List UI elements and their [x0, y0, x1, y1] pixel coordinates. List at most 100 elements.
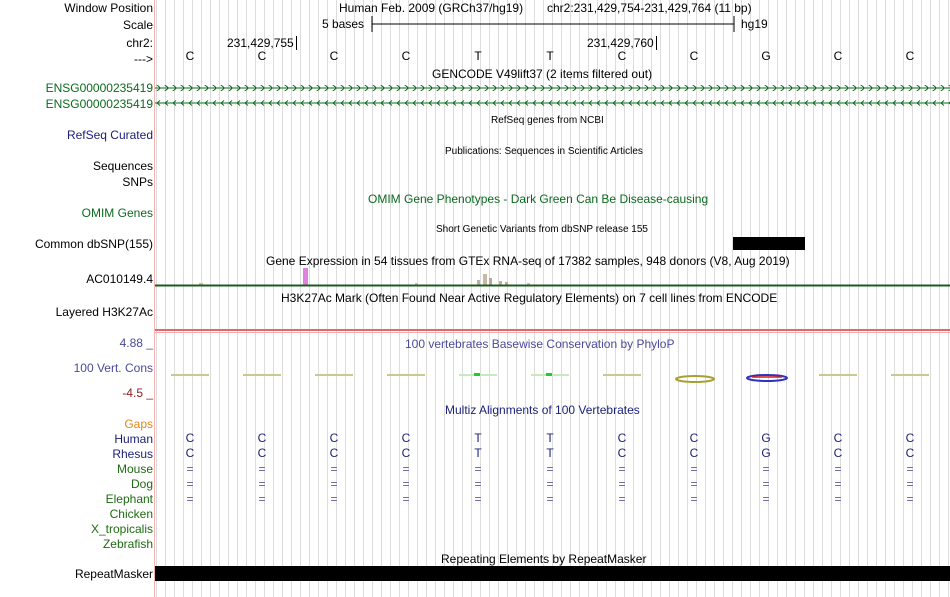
- elephant-base-9: =: [834, 492, 842, 506]
- rhesus-base-0: C: [185, 446, 195, 460]
- label-species-human[interactable]: Human: [114, 432, 153, 446]
- elephant-base-1: =: [258, 492, 266, 506]
- label-gtex-gene[interactable]: AC010149.4: [86, 272, 153, 286]
- gtex-expression-graph[interactable]: [155, 266, 950, 288]
- label-ensg-2[interactable]: ENSG00000235419: [45, 97, 153, 111]
- label-window-position: Window Position: [64, 1, 153, 15]
- dog-base-8: =: [762, 477, 770, 491]
- dbsnp-title[interactable]: Short Genetic Variants from dbSNP releas…: [436, 224, 648, 235]
- rhesus-base-10: C: [905, 446, 915, 460]
- label-species-dog[interactable]: Dog: [130, 477, 153, 491]
- elephant-base-6: =: [618, 492, 626, 506]
- elephant-base-3: =: [402, 492, 410, 506]
- label-layered-h3k27ac[interactable]: Layered H3K27Ac: [55, 305, 153, 319]
- base-10: C: [905, 49, 915, 63]
- elephant-base-5: =: [546, 492, 554, 506]
- human-base-0: C: [185, 431, 195, 445]
- label-strand-arrow[interactable]: --->: [134, 52, 153, 66]
- dog-base-2: =: [330, 477, 338, 491]
- label-species-chicken[interactable]: Chicken: [109, 507, 153, 521]
- dog-base-6: =: [618, 477, 626, 491]
- mouse-base-3: =: [402, 462, 410, 476]
- label-ensg-1[interactable]: ENSG00000235419: [45, 81, 153, 95]
- base-6: C: [617, 49, 627, 63]
- mouse-base-5: =: [546, 462, 554, 476]
- rhesus-base-7: C: [689, 446, 699, 460]
- elephant-base-2: =: [330, 492, 338, 506]
- elephant-base-4: =: [474, 492, 482, 506]
- phylop-title[interactable]: 100 vertebrates Basewise Conservation by…: [405, 337, 675, 351]
- base-7: C: [689, 49, 699, 63]
- mouse-base-1: =: [258, 462, 266, 476]
- label-omim-genes[interactable]: OMIM Genes: [81, 206, 153, 220]
- h3k27ac-signal[interactable]: [155, 328, 950, 334]
- human-base-2: C: [329, 431, 339, 445]
- gencode-title[interactable]: GENCODE V49lift37 (2 items filtered out): [432, 67, 653, 81]
- base-1: C: [257, 49, 267, 63]
- rhesus-base-4: T: [474, 446, 482, 460]
- phylop-conservation-graph[interactable]: [155, 366, 950, 386]
- human-base-4: T: [474, 431, 482, 445]
- human-base-5: T: [546, 431, 554, 445]
- dog-base-4: =: [474, 477, 482, 491]
- coord-tick-2: 231,429,760: [587, 36, 661, 50]
- rhesus-base-9: C: [833, 446, 843, 460]
- repeatmasker-title[interactable]: Repeating Elements by RepeatMasker: [441, 552, 647, 566]
- base-3: C: [401, 49, 411, 63]
- label-species-xtropicalis[interactable]: X_tropicalis: [90, 522, 153, 536]
- human-base-3: C: [401, 431, 411, 445]
- label-cons-min: -4.5 _: [122, 386, 153, 400]
- dbsnp-variant-block[interactable]: [733, 237, 805, 250]
- base-2: C: [329, 49, 339, 63]
- repeatmasker-element[interactable]: [155, 566, 950, 581]
- scale-label: 5 bases: [322, 17, 365, 31]
- gtex-title[interactable]: Gene Expression in 54 tissues from GTEx …: [266, 254, 790, 268]
- rhesus-base-5: T: [546, 446, 554, 460]
- label-species-elephant[interactable]: Elephant: [105, 492, 153, 506]
- base-9: C: [833, 49, 843, 63]
- label-species-mouse[interactable]: Mouse: [116, 462, 153, 476]
- human-base-6: C: [617, 431, 627, 445]
- assembly-title: Human Feb. 2009 (GRCh37/hg19): [339, 1, 524, 15]
- label-common-dbsnp[interactable]: Common dbSNP(155): [34, 237, 153, 251]
- gencode-transcripts[interactable]: [155, 82, 950, 110]
- mouse-base-2: =: [330, 462, 338, 476]
- rhesus-base-1: C: [257, 446, 267, 460]
- elephant-base-0: =: [186, 492, 194, 506]
- refseq-title[interactable]: RefSeq genes from NCBI: [491, 115, 604, 126]
- publications-title[interactable]: Publications: Sequences in Scientific Ar…: [445, 146, 643, 157]
- label-repeatmasker[interactable]: RepeatMasker: [74, 567, 153, 581]
- mouse-base-8: =: [762, 462, 770, 476]
- rhesus-base-3: C: [401, 446, 411, 460]
- base-5: T: [546, 49, 554, 63]
- label-species-zebrafish[interactable]: Zebrafish: [102, 537, 153, 551]
- human-base-10: C: [905, 431, 915, 445]
- rhesus-base-6: C: [617, 446, 627, 460]
- mouse-base-10: =: [906, 462, 914, 476]
- label-snps[interactable]: SNPs: [122, 175, 153, 189]
- mouse-base-4: =: [474, 462, 482, 476]
- label-cons-max: 4.88 _: [119, 336, 153, 350]
- rhesus-base-2: C: [329, 446, 339, 460]
- dog-base-3: =: [402, 477, 410, 491]
- dog-base-5: =: [546, 477, 554, 491]
- mouse-base-7: =: [690, 462, 698, 476]
- human-base-1: C: [257, 431, 267, 445]
- base-8: G: [761, 49, 771, 63]
- label-gaps[interactable]: Gaps: [124, 417, 153, 431]
- label-species-rhesus[interactable]: Rhesus: [112, 447, 153, 461]
- h3k27ac-title[interactable]: H3K27Ac Mark (Often Found Near Active Re…: [281, 291, 778, 305]
- omim-title[interactable]: OMIM Gene Phenotypes - Dark Green Can Be…: [368, 192, 709, 206]
- label-sequences[interactable]: Sequences: [92, 159, 153, 173]
- human-base-7: C: [689, 431, 699, 445]
- rhesus-base-8: G: [761, 446, 771, 460]
- label-100-vert-cons[interactable]: 100 Vert. Cons: [73, 361, 153, 375]
- elephant-base-8: =: [762, 492, 770, 506]
- elephant-base-10: =: [906, 492, 914, 506]
- multiz-title[interactable]: Multiz Alignments of 100 Vertebrates: [445, 403, 640, 417]
- label-refseq-curated[interactable]: RefSeq Curated: [66, 128, 153, 142]
- human-base-9: C: [833, 431, 843, 445]
- dog-base-0: =: [186, 477, 194, 491]
- window-position-value: chr2:231,429,754-231,429,764 (11 bp): [547, 1, 752, 15]
